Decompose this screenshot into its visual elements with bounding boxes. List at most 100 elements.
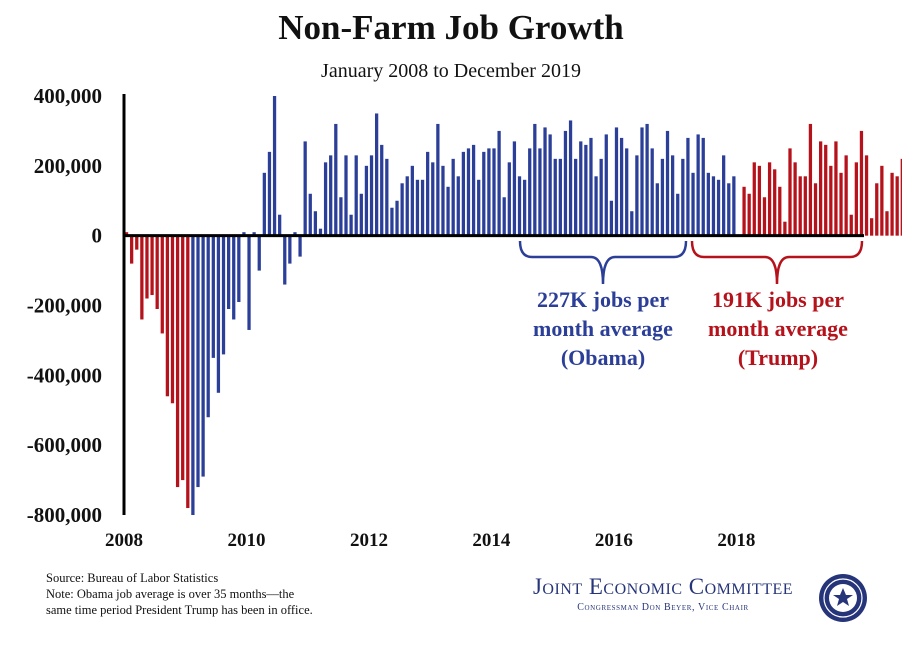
bar-obama-51 — [385, 158, 389, 236]
bar-trump-146 — [870, 218, 874, 236]
bar-obama-107 — [670, 155, 675, 236]
trump-annotation-line-1: 191K jobs per — [712, 287, 844, 312]
y-tick-label: 400,000 — [34, 84, 102, 108]
bar-obama-21 — [232, 235, 236, 320]
bar-obama-20 — [226, 235, 231, 309]
bar-trump-138 — [829, 165, 833, 236]
bar-obama-55 — [405, 176, 409, 236]
bar-obama-92 — [594, 176, 598, 236]
bar-obama-22 — [237, 235, 241, 303]
bar-obama-76 — [512, 141, 517, 236]
bar-obama-53 — [395, 200, 399, 236]
bar-obama-14 — [196, 235, 200, 488]
x-tick-label: 2018 — [717, 530, 755, 551]
bar-trump-135 — [813, 183, 818, 236]
bar-obama-64 — [451, 158, 455, 236]
bar-obama-52 — [390, 207, 394, 236]
bar-obama-82 — [543, 127, 547, 236]
bar-obama-114 — [706, 172, 710, 236]
bar-obama-111 — [691, 172, 695, 236]
bar-obama-39 — [323, 162, 328, 236]
bar-obama-102 — [645, 123, 649, 236]
bar-obama-29 — [272, 96, 277, 236]
bar-obama-113 — [701, 137, 705, 236]
bar-obama-71 — [487, 148, 491, 236]
bar-trump-145 — [864, 155, 869, 236]
trump-average-annotation: 191K jobs per month average (Trump) — [690, 285, 866, 372]
bar-obama-37 — [313, 211, 318, 236]
note-line-2: same time period President Trump has bee… — [46, 603, 313, 617]
bar-obama-77 — [517, 176, 522, 236]
obama-annotation-line-1: 227K jobs per — [537, 287, 669, 312]
bar-obama-103 — [650, 148, 654, 236]
bar-obama-72 — [492, 148, 496, 236]
bar-obama-81 — [538, 148, 542, 236]
bar-obama-38 — [318, 228, 323, 236]
bar-trump-122 — [747, 193, 751, 236]
bar-obama-80 — [533, 123, 537, 236]
bar-bush-0 — [124, 232, 129, 236]
bar-obama-36 — [308, 193, 312, 236]
bar-obama-32 — [288, 235, 292, 264]
bar-trump-147 — [875, 183, 879, 236]
bar-obama-19 — [221, 235, 226, 355]
bar-obama-90 — [584, 144, 588, 236]
bar-trump-128 — [778, 186, 782, 236]
y-tick-label: 200,000 — [34, 154, 102, 178]
bar-obama-27 — [262, 172, 266, 236]
source-line: Source: Bureau of Labor Statistics — [46, 571, 219, 585]
chart-title: Non-Farm Job Growth — [278, 8, 624, 47]
bar-obama-117 — [722, 155, 726, 236]
bar-trump-139 — [834, 141, 838, 236]
bar-obama-15 — [201, 235, 205, 477]
bar-obama-87 — [568, 120, 573, 236]
bar-bush-8 — [165, 235, 170, 397]
obama-average-annotation: 227K jobs per month average (Obama) — [517, 285, 689, 372]
y-tick-label: -800,000 — [27, 503, 102, 527]
bar-bush-2 — [135, 235, 139, 250]
bar-bush-1 — [130, 235, 134, 264]
bar-bush-10 — [175, 235, 180, 488]
bar-obama-75 — [507, 162, 511, 236]
bar-obama-28 — [267, 151, 272, 236]
bar-obama-85 — [558, 158, 562, 236]
bar-trump-127 — [773, 169, 777, 236]
bar-bush-7 — [160, 235, 164, 334]
bar-trump-121 — [742, 186, 746, 236]
jec-subtitle: Congressman Don Beyer, Vice Chair — [577, 602, 749, 613]
bar-obama-31 — [283, 235, 287, 285]
bar-obama-116 — [716, 179, 721, 236]
bar-trump-126 — [767, 162, 772, 236]
bar-trump-150 — [890, 172, 894, 236]
x-tick-label: 2016 — [595, 530, 633, 551]
bar-trump-123 — [752, 162, 756, 236]
bar-obama-74 — [502, 197, 506, 236]
bar-trump-137 — [824, 144, 828, 236]
bar-trump-124 — [757, 165, 762, 236]
bar-obama-105 — [660, 158, 665, 236]
bar-obama-104 — [655, 183, 659, 236]
bar-obama-83 — [548, 134, 552, 236]
bar-obama-109 — [681, 158, 685, 236]
bar-trump-141 — [844, 155, 848, 236]
bar-obama-97 — [619, 137, 624, 236]
bar-obama-73 — [497, 130, 501, 236]
bar-obama-33 — [293, 232, 297, 236]
bar-trump-130 — [788, 148, 792, 236]
bar-obama-17 — [211, 235, 215, 358]
bar-trump-148 — [880, 165, 884, 236]
bar-obama-49 — [374, 113, 379, 236]
bar-trump-134 — [808, 123, 813, 236]
x-tick-label: 2012 — [350, 530, 388, 551]
bar-obama-94 — [604, 134, 608, 236]
bar-obama-40 — [329, 155, 333, 236]
chart-subtitle: January 2008 to December 2019 — [321, 60, 581, 82]
bar-trump-125 — [762, 197, 767, 236]
bar-obama-86 — [563, 130, 568, 236]
bar-obama-79 — [528, 148, 532, 236]
bar-bush-3 — [140, 235, 144, 320]
bar-obama-23 — [242, 232, 246, 236]
bar-trump-133 — [803, 176, 807, 236]
bar-trump-151 — [895, 176, 899, 236]
x-tick-label: 2014 — [472, 530, 511, 551]
